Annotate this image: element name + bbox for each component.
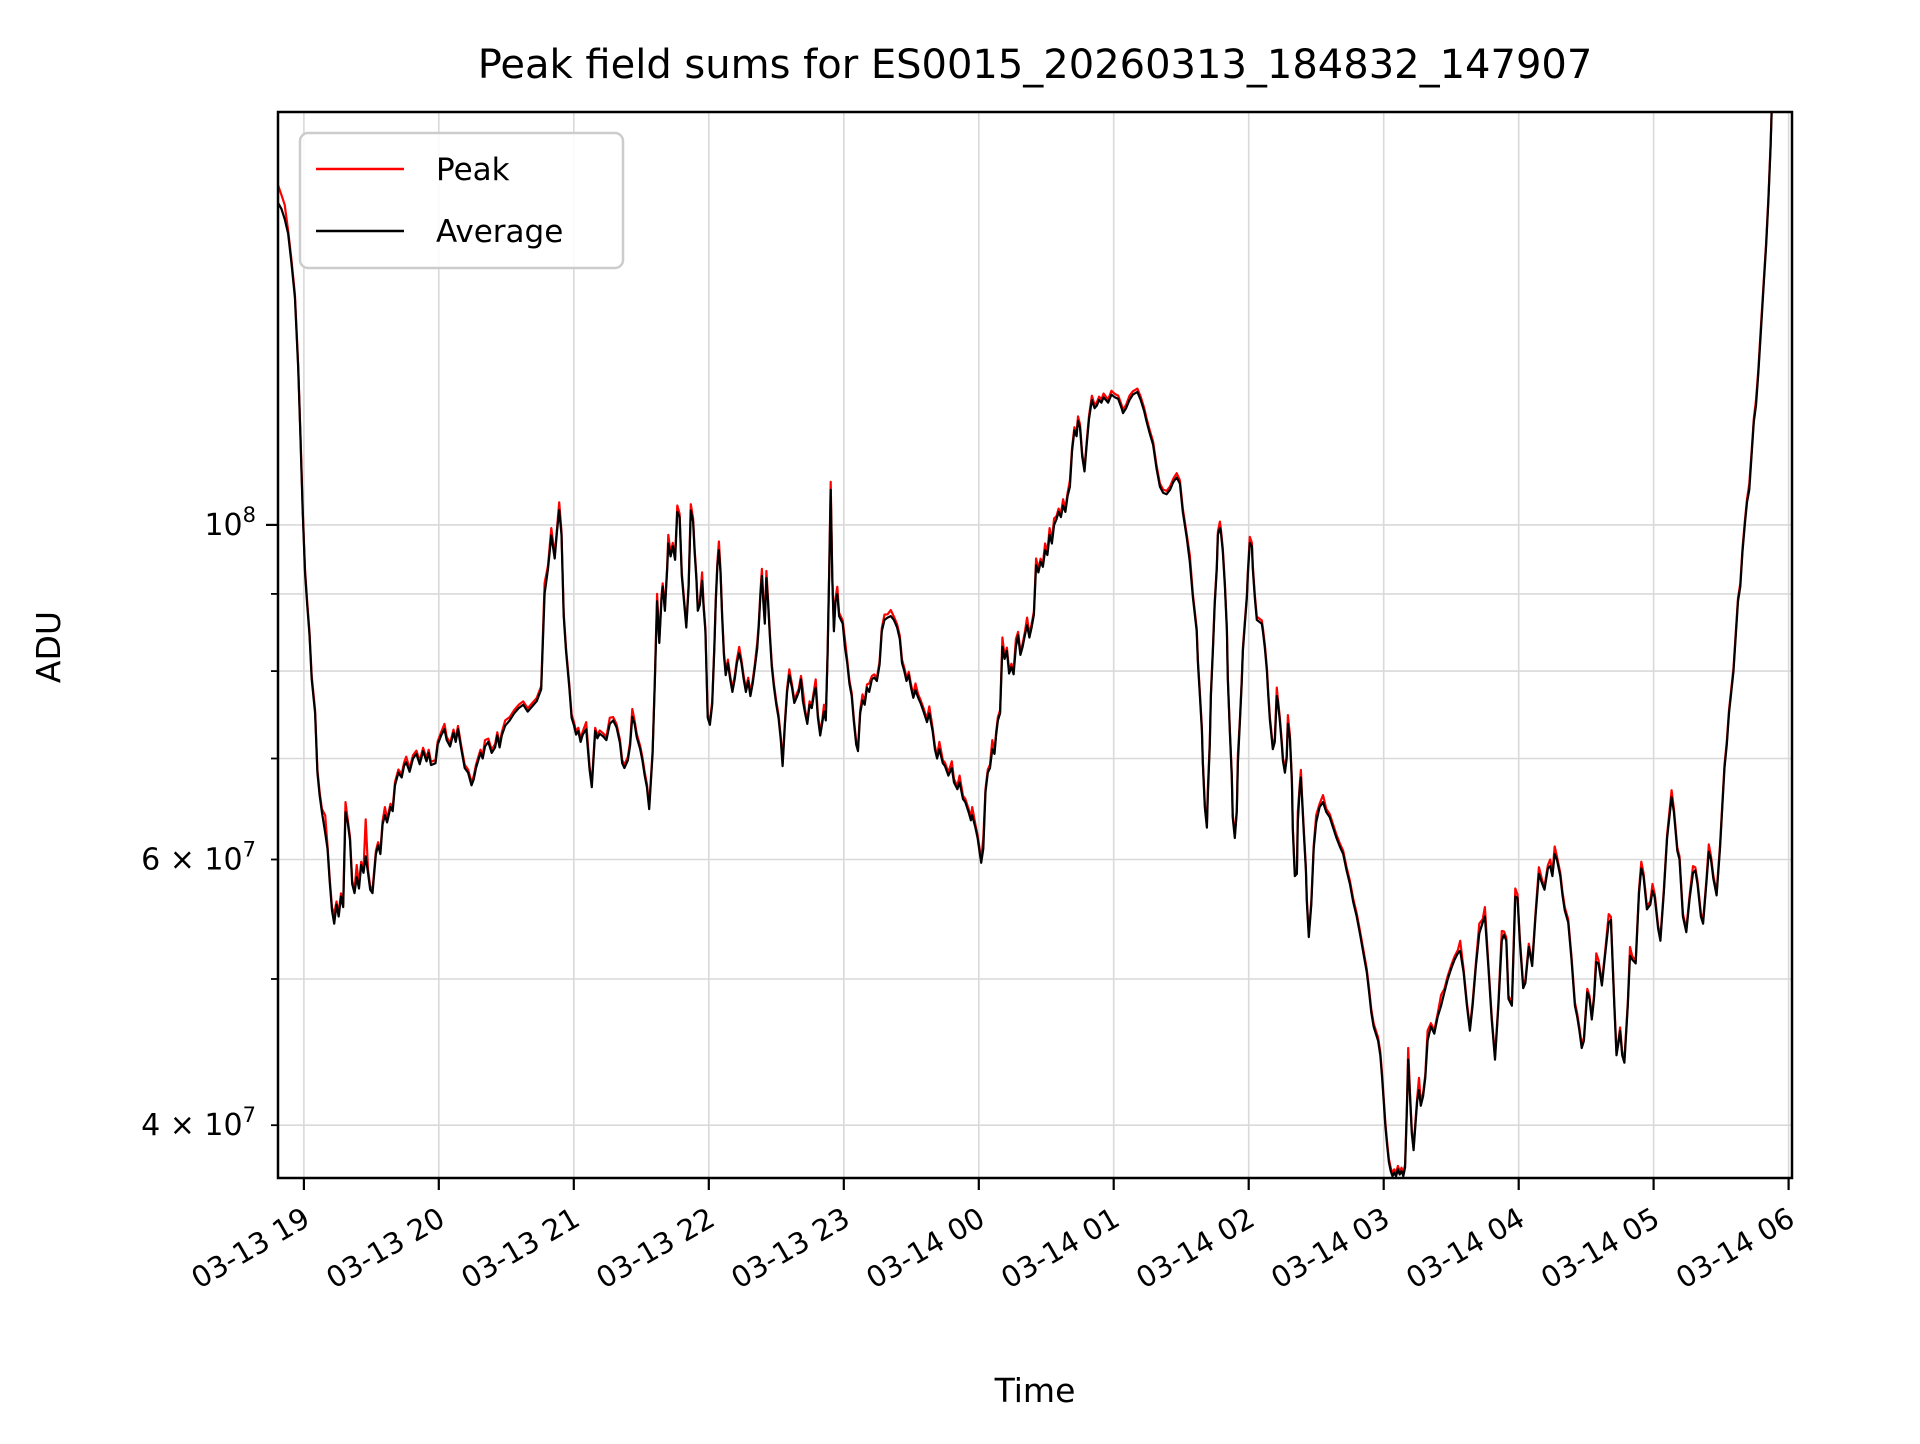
gridlines bbox=[278, 112, 1792, 1178]
x-axis-label: Time bbox=[994, 1371, 1076, 1410]
y-axis-label: ADU bbox=[29, 611, 68, 683]
y-tick-label: 4 × 107 bbox=[141, 1103, 256, 1143]
axes-spines bbox=[276, 110, 1794, 1180]
legend-label-average: Average bbox=[436, 214, 563, 250]
average-line bbox=[278, 111, 1773, 1178]
axis-ticks bbox=[266, 523, 1790, 1190]
legend-label-peak: Peak bbox=[436, 152, 510, 188]
chart-title: Peak field sums for ES0015_20260313_1848… bbox=[478, 42, 1593, 88]
y-tick-label: 108 bbox=[204, 503, 256, 543]
y-tick-labels: 108 6 × 107 4 × 107 bbox=[141, 503, 256, 1143]
legend-box bbox=[298, 131, 625, 270]
legend: Peak Average bbox=[298, 131, 625, 270]
plot-background bbox=[278, 112, 1792, 1178]
y-tick-label: 6 × 107 bbox=[141, 838, 256, 878]
